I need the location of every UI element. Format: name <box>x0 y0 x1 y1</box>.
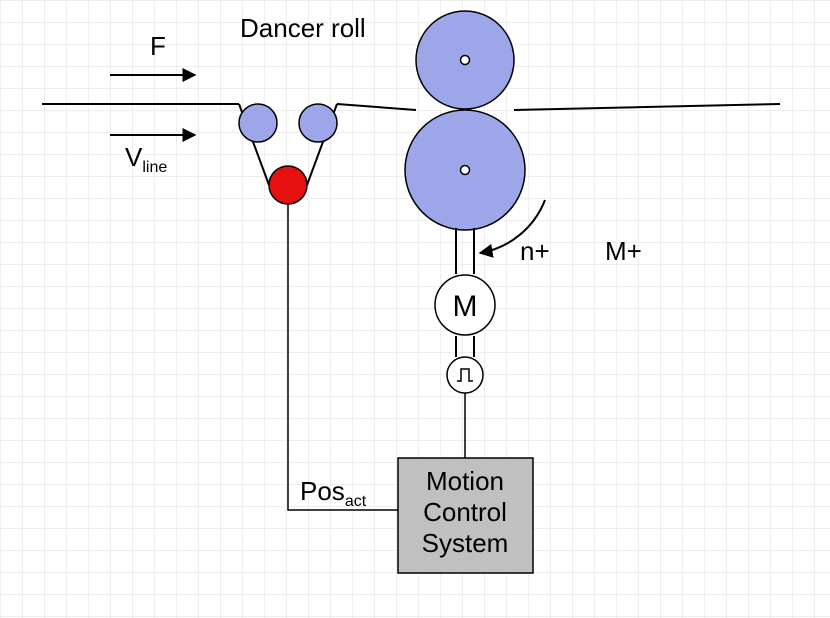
dancer-roll-icon <box>269 166 307 204</box>
web-after-nip <box>514 104 780 110</box>
idler-roll-left <box>239 104 277 142</box>
controller-line3: System <box>422 528 509 558</box>
diagram-title: Dancer roll <box>240 13 366 43</box>
nplus-label: n+ <box>520 236 550 266</box>
nip-roll-bottom-center-icon <box>461 166 470 175</box>
encoder-icon <box>447 357 483 393</box>
idler-roll-right <box>299 104 337 142</box>
mplus-label: M+ <box>605 236 642 266</box>
force-label: F <box>150 31 166 61</box>
feedback-signal-line <box>288 204 398 510</box>
nip-roll-top-center-icon <box>461 56 470 65</box>
web-to-nip <box>337 104 416 110</box>
controller-line2: Control <box>423 497 507 527</box>
controller-line1: Motion <box>426 466 504 496</box>
motor-label: M <box>453 290 478 323</box>
vline-label: Vline <box>125 142 167 176</box>
posact-label: Posact <box>300 476 367 510</box>
